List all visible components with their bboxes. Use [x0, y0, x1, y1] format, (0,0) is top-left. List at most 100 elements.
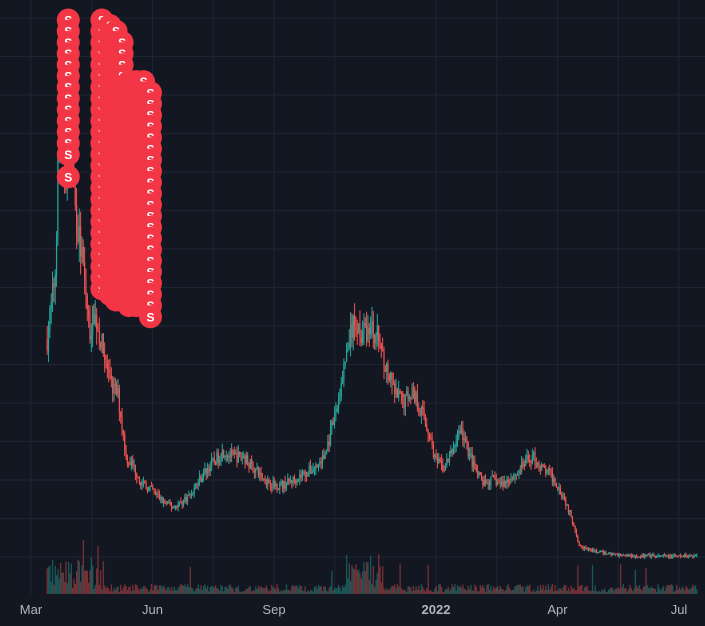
volume-bar — [133, 590, 135, 594]
volume-bar — [633, 589, 635, 594]
candle-body — [245, 455, 247, 464]
volume-bar — [291, 586, 293, 594]
candle-body — [676, 555, 678, 557]
volume-bar — [621, 587, 623, 594]
candle-body — [204, 468, 206, 471]
candle-body — [590, 549, 592, 552]
candle-body — [349, 324, 352, 344]
volume-bar — [490, 585, 492, 594]
candle-body — [190, 493, 193, 495]
volume-bar — [193, 591, 195, 594]
volume-bar — [403, 589, 405, 594]
candle-body — [198, 476, 201, 483]
volume-bar — [629, 584, 631, 594]
volume-bar — [122, 587, 125, 594]
candle-body — [220, 459, 222, 461]
volume-bar — [613, 590, 615, 594]
candle-body — [547, 469, 549, 472]
candle-body — [660, 555, 662, 557]
candle-body — [283, 480, 285, 489]
volume-bar — [94, 584, 97, 594]
volume-bar — [190, 587, 193, 594]
candle-body — [153, 489, 155, 491]
sell-markers[interactable]: SSSSSSSSSSSSSSSSSSSSSSSSSSSSSSSSSSSSSSSS… — [56, 8, 162, 329]
candle-body — [650, 555, 652, 558]
candle-body — [269, 483, 271, 488]
candle-body — [268, 479, 270, 484]
volume-bar — [521, 587, 523, 594]
candle-body — [534, 452, 536, 464]
volume-bar — [283, 590, 285, 594]
volume-bar — [241, 591, 244, 594]
volume-bar — [478, 591, 480, 594]
candle-body — [264, 478, 266, 484]
sell-marker[interactable]: S — [138, 305, 162, 329]
volume-bar — [176, 590, 178, 594]
volume-bar — [110, 584, 113, 594]
volume-bar — [153, 585, 155, 594]
volume-bar — [57, 569, 59, 594]
volume-bar — [443, 591, 445, 594]
candle-body — [279, 483, 281, 490]
candle-body — [351, 324, 353, 338]
candle-body — [146, 487, 149, 492]
volume-bar — [272, 587, 274, 594]
volume-bar — [120, 584, 122, 594]
candle-body — [696, 554, 698, 556]
volume-bar — [252, 590, 254, 594]
candle-body — [607, 553, 610, 555]
candle-body — [674, 554, 676, 556]
candle-body — [208, 468, 210, 472]
candle-body — [337, 401, 340, 409]
volume-bar — [245, 588, 248, 594]
candle-body — [366, 324, 368, 341]
candle-body — [375, 336, 377, 344]
volume-bar — [267, 588, 269, 594]
candle-body — [555, 483, 558, 487]
candle-body — [54, 274, 56, 288]
candle-body — [656, 555, 658, 557]
volume-bar — [598, 590, 600, 594]
volume-bar — [301, 590, 304, 594]
volume-bar — [307, 590, 309, 594]
volume-bar — [384, 590, 387, 594]
volume-bar — [154, 584, 157, 594]
candle-body — [90, 335, 92, 340]
volume-bar — [439, 584, 441, 594]
volume-bar — [349, 581, 352, 594]
volume-bar — [569, 591, 571, 594]
candle-body — [253, 470, 255, 473]
volume-bar — [114, 589, 117, 594]
candle-body — [160, 497, 162, 500]
candle-body — [236, 453, 238, 463]
candle-body — [402, 393, 404, 398]
candle-body — [615, 553, 618, 555]
volume-bar — [104, 585, 106, 594]
candle-body — [263, 478, 265, 480]
candle-body — [390, 372, 392, 381]
volume-bar — [134, 584, 137, 594]
candle-body — [411, 388, 413, 398]
volume-bar — [146, 589, 149, 594]
volume-bar — [343, 587, 345, 594]
volume-bar — [81, 564, 83, 594]
candle-body — [249, 459, 251, 469]
volume-bar — [390, 587, 392, 594]
volume-bar — [645, 568, 647, 594]
sell-marker[interactable]: S — [56, 165, 80, 189]
volume-bar — [484, 591, 487, 594]
volume-bar — [356, 570, 358, 594]
candle-body — [88, 310, 90, 317]
volume-bar — [182, 585, 185, 594]
candle-body — [635, 555, 638, 557]
candle-body — [301, 473, 304, 478]
volume-bar — [579, 585, 582, 594]
sell-marker[interactable]: S — [56, 142, 80, 166]
candle-body — [394, 383, 396, 395]
volume-bar — [324, 586, 326, 594]
volume-bar — [644, 586, 646, 594]
candle-body — [454, 445, 456, 448]
volume-bar — [116, 587, 118, 594]
volume-bar — [279, 591, 281, 594]
